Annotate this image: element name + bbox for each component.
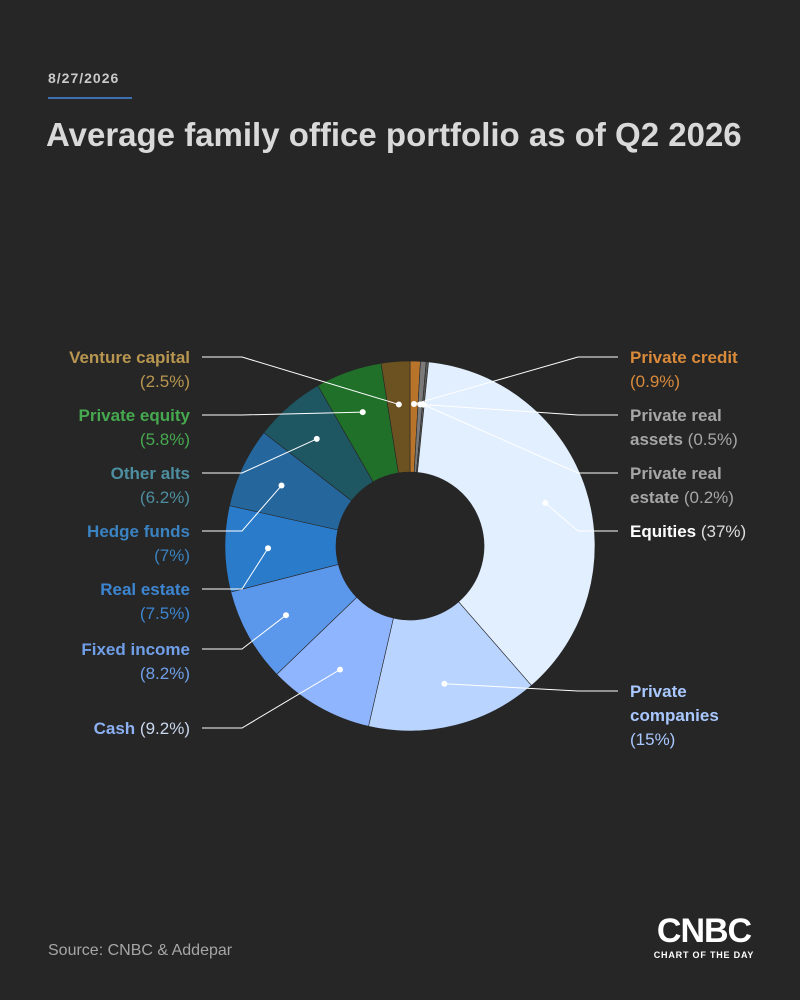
leader-line-private-credit bbox=[413, 356, 618, 405]
label-fixed-income: Fixed income (8.2%) bbox=[81, 640, 190, 683]
leader-dot-fixed-income bbox=[282, 612, 289, 619]
leader-dot-equities bbox=[542, 499, 549, 506]
label-real-estate: Real estate (7.5%) bbox=[100, 580, 190, 623]
slice-private-companies bbox=[368, 601, 532, 732]
leader-line-fixed-income bbox=[202, 614, 287, 650]
label-private-companies: Private companies (15%) bbox=[630, 682, 719, 749]
date-underline bbox=[48, 97, 132, 99]
leader-dot-real-estate bbox=[265, 545, 272, 552]
cnbc-logo: CNBC CHART OF THE DAY bbox=[652, 914, 756, 960]
leader-line-hedge-funds bbox=[202, 485, 282, 532]
leader-line-private-real-assets bbox=[420, 403, 618, 416]
leader-line-real-estate bbox=[202, 547, 269, 590]
leader-line-equities bbox=[544, 502, 618, 532]
label-private-real-assets: Private real assets (0.5%) bbox=[630, 406, 738, 449]
leader-dot-private-credit bbox=[411, 401, 418, 408]
leader-line-private-real-estate bbox=[423, 404, 618, 474]
leader-line-other-alts bbox=[202, 438, 317, 474]
label-cash: Cash (9.2%) bbox=[94, 719, 190, 738]
label-equities: Equities (37%) bbox=[630, 522, 746, 541]
slice-venture-capital bbox=[380, 360, 411, 474]
leader-dot-hedge-funds bbox=[278, 482, 285, 489]
logo-wordmark: CNBC bbox=[656, 912, 752, 950]
leader-dot-other-alts bbox=[313, 435, 320, 442]
leader-dot-private-companies bbox=[441, 680, 448, 687]
source-note: Source: CNBC & Addepar bbox=[48, 942, 233, 959]
leader-dot-private-real-estate bbox=[420, 401, 427, 408]
leader-line-private-equity bbox=[202, 411, 363, 416]
label-hedge-funds: Hedge funds (7%) bbox=[87, 522, 190, 565]
leader-line-private-companies bbox=[444, 683, 618, 692]
label-other-alts: Other alts (6.2%) bbox=[111, 464, 190, 507]
leader-dot-venture-capital bbox=[395, 401, 402, 408]
leader-line-cash bbox=[202, 669, 341, 729]
leader-line-venture-capital bbox=[202, 356, 400, 405]
label-private-credit: Private credit (0.9%) bbox=[630, 348, 738, 391]
chart-date: 8/27/2026 bbox=[48, 70, 120, 86]
chart-title: Average family office portfolio as of Q2… bbox=[46, 116, 742, 153]
label-venture-capital: Venture capital (2.5%) bbox=[69, 348, 190, 391]
logo-subtitle: CHART OF THE DAY bbox=[653, 950, 755, 960]
label-private-real-estate: Private real estate (0.2%) bbox=[630, 464, 734, 507]
leader-dot-private-equity bbox=[359, 409, 366, 416]
label-private-equity: Private equity (5.8%) bbox=[79, 406, 191, 449]
leader-dot-cash bbox=[337, 666, 344, 673]
slice-equities bbox=[417, 361, 596, 686]
